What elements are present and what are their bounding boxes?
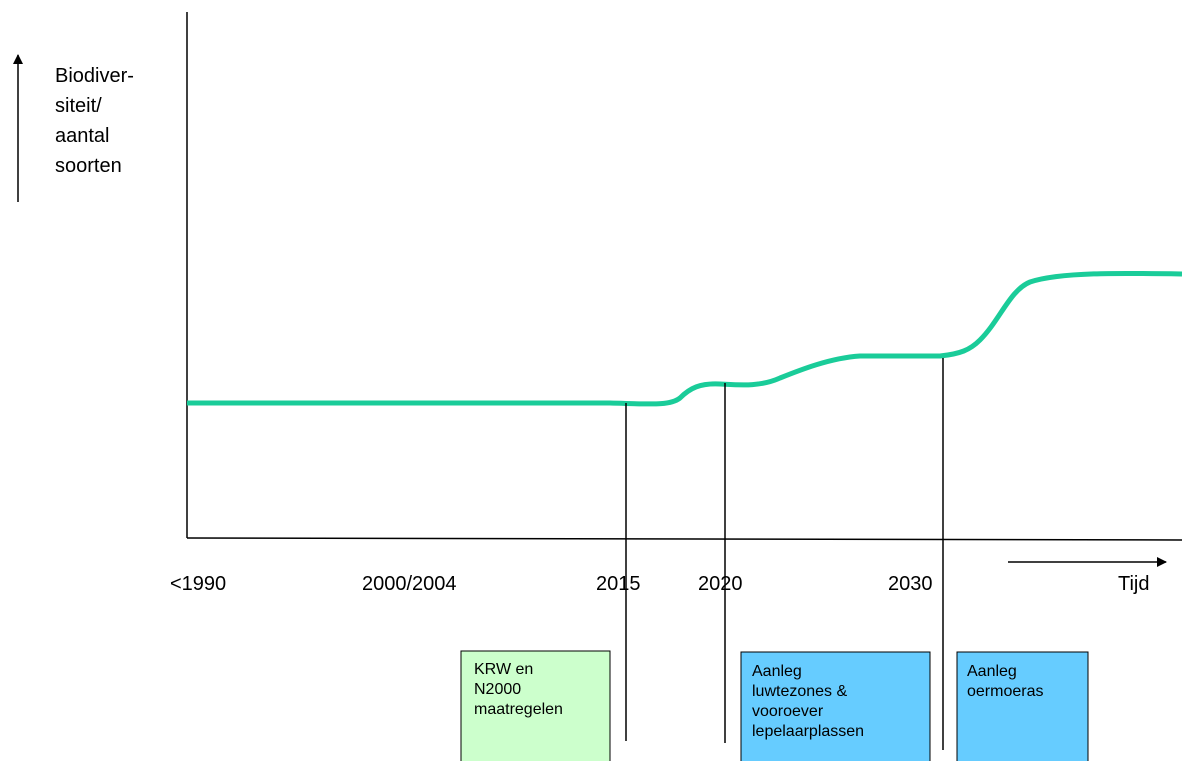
box — [956, 651, 1089, 761]
box-text: oermoeras — [967, 683, 1043, 700]
x-axis — [186, 537, 1182, 541]
y-axis-label: Biodiver- — [55, 65, 134, 87]
box-text: lepelaarplassen — [752, 723, 864, 740]
texts: Biodiver-siteit/aantal soorten <1990 2000/2… — [55, 65, 1149, 740]
y-axis-label: aantal — [55, 125, 110, 147]
x-label: 2030 — [888, 573, 933, 595]
box-text: Aanleg — [752, 663, 802, 680]
x-axis-label: Tijd — [1118, 573, 1149, 595]
box-text: KRW en — [474, 661, 533, 678]
biodiversity-curve — [187, 270, 1182, 407]
y-axis-label: soorten — [55, 155, 122, 177]
box-text: Aanleg — [967, 663, 1017, 680]
x-label: <1990 — [170, 573, 226, 595]
x-label: 2015 — [596, 573, 641, 595]
x-label: 2000/2004 — [362, 573, 457, 595]
box — [460, 650, 611, 761]
box-text: vooroever — [752, 703, 824, 720]
box-text: luwtezones & — [752, 683, 847, 700]
y-axis-label: siteit/ — [55, 95, 102, 117]
box-text: maatregelen — [474, 701, 563, 718]
x-label: 2020 — [698, 573, 743, 595]
box — [740, 651, 931, 761]
box-text: N2000 — [474, 681, 521, 698]
